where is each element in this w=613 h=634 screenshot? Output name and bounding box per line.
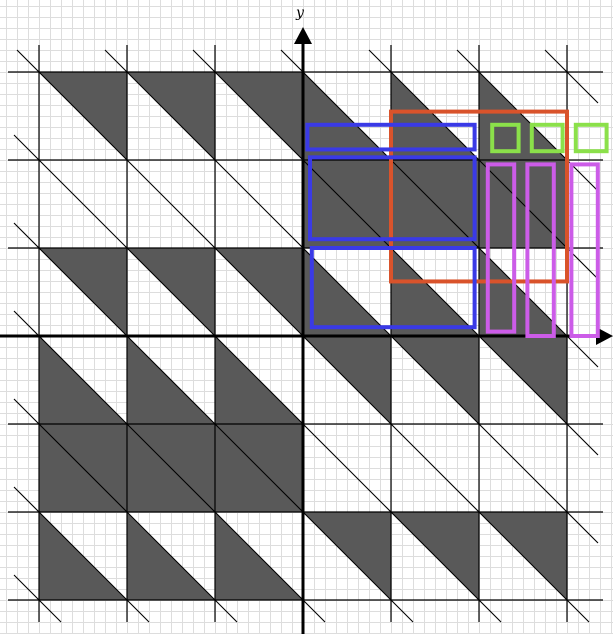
y-axis-label: y	[295, 5, 305, 21]
green-square-3	[573, 122, 609, 154]
diagonal-line	[280, 49, 599, 368]
diagonal-line	[456, 49, 599, 192]
diagonal-line	[13, 310, 326, 623]
diagonal-line	[13, 486, 150, 623]
blue-rect-3	[309, 246, 477, 330]
coordinate-axes: y	[0, 5, 613, 634]
y-axis-arrow-icon	[294, 27, 312, 44]
diagonal-line	[192, 49, 599, 456]
purple-rect-2	[525, 162, 556, 338]
green-square-2	[529, 122, 565, 154]
orange-rect	[389, 109, 569, 284]
diagonal-line	[544, 49, 599, 104]
green-square-1	[490, 122, 521, 154]
x-axis-arrow-icon	[596, 327, 613, 345]
diagonal-line	[13, 574, 62, 623]
diagonal-line	[368, 49, 599, 280]
diagonal-line	[13, 134, 502, 623]
diagonal-line	[13, 222, 414, 623]
diagonal-line	[13, 398, 238, 623]
purple-rect-3	[569, 162, 600, 338]
blue-rect-2	[308, 155, 477, 242]
purple-rect-1	[485, 162, 517, 334]
highlight-boxes	[305, 109, 609, 338]
blue-rect-1	[305, 122, 477, 152]
diagonal-line	[104, 49, 599, 544]
